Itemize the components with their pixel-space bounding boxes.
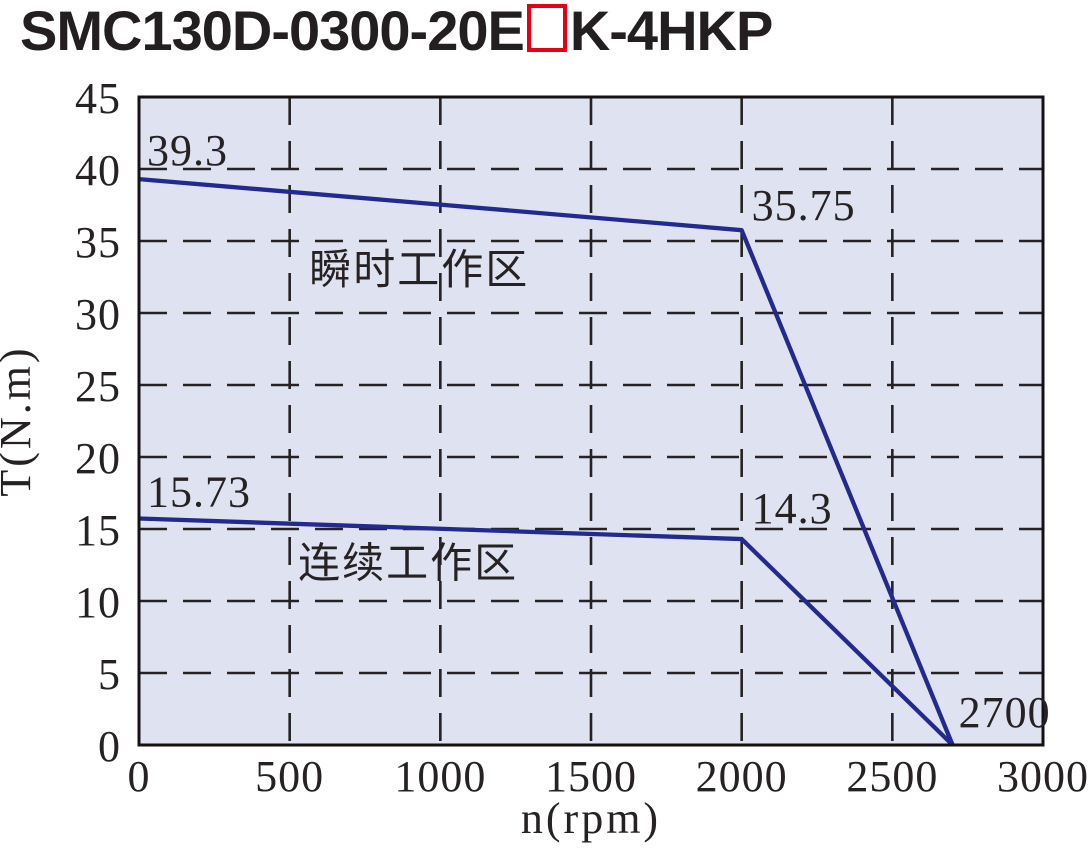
y-tick-label-10: 10 [75, 578, 121, 627]
x-tick-label-500: 500 [255, 752, 324, 801]
zone-label-5: 连续工作区 [298, 540, 518, 587]
series-line-1 [138, 516, 955, 747]
model-placeholder-box-icon [526, 4, 567, 52]
y-tick-label-30: 30 [75, 290, 121, 339]
y-tick-label-15: 15 [75, 506, 121, 555]
x-tick-label-1000: 1000 [394, 752, 486, 801]
series-line-0 [138, 176, 955, 746]
model-suffix: K-4HKP [569, 0, 773, 62]
y-tick-label-35: 35 [75, 218, 121, 267]
point-label-35.75: 35.75 [752, 181, 856, 230]
zone-label-2: 瞬时工作区 [309, 246, 529, 293]
x-tick-label-2000: 2000 [696, 752, 788, 801]
x-axis-label: n(rpm) [521, 794, 661, 843]
x-tick-label-3000: 3000 [997, 752, 1088, 801]
y-tick-label-25: 25 [75, 362, 121, 411]
plot-frame [137, 95, 1045, 747]
point-label-2700: 2700 [959, 688, 1051, 737]
point-label-39.3: 39.3 [147, 126, 228, 175]
x-tick-label-1500: 1500 [545, 752, 637, 801]
y-tick-label-45: 45 [75, 74, 121, 123]
point-label-14.3: 14.3 [752, 484, 833, 533]
y-tick-label-0: 0 [98, 722, 121, 771]
x-tick-label-0: 0 [128, 752, 151, 801]
y-tick-label-20: 20 [75, 434, 121, 483]
x-tick-label-2500: 2500 [846, 752, 938, 801]
page-title: SMC130D-0300-20E K-4HKP [20, 0, 773, 62]
y-tick-label-5: 5 [98, 650, 121, 699]
point-label-15.73: 15.73 [147, 467, 251, 516]
y-tick-label-40: 40 [75, 146, 121, 195]
y-axis-label: T(N.m) [0, 345, 40, 496]
model-prefix: SMC130D-0300-20E [20, 0, 525, 62]
